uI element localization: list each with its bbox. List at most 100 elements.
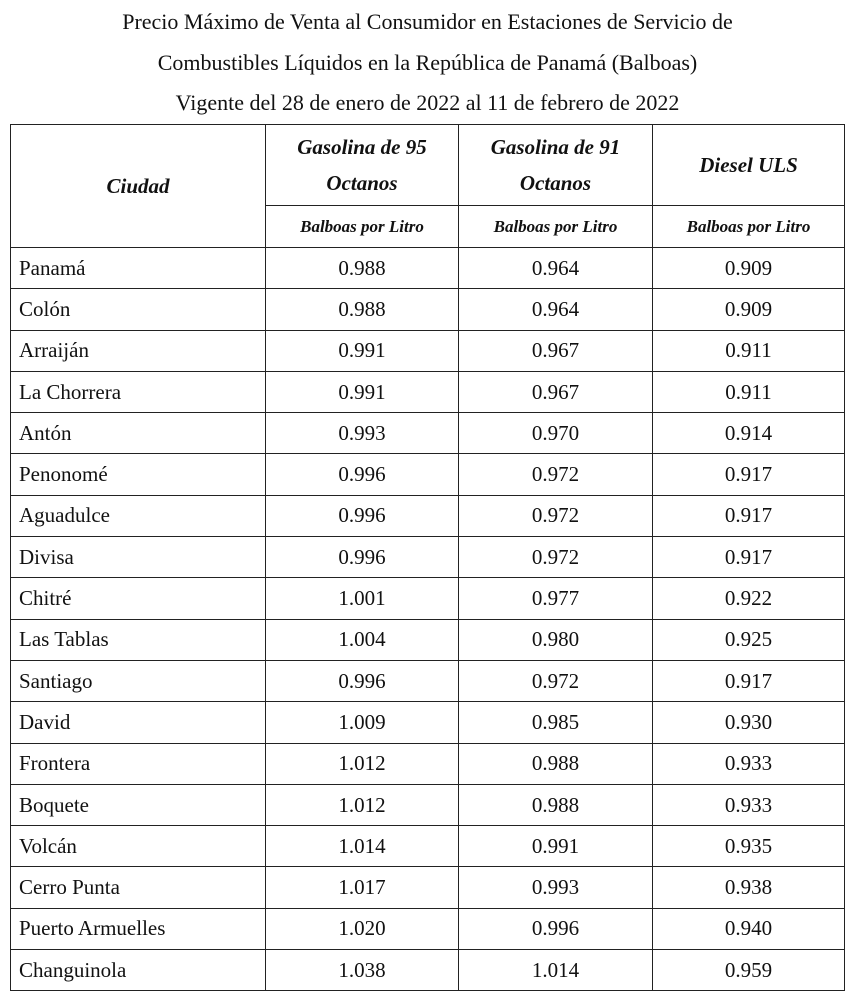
- price-cell: 0.996: [265, 453, 459, 496]
- unit-header: Balboas por Litro: [265, 205, 459, 248]
- price-cell: 0.964: [458, 246, 653, 290]
- price-cell: 1.038: [265, 949, 459, 992]
- price-cell: 1.009: [265, 701, 459, 744]
- data-row: Panamá 0.988 0.964 0.909: [10, 246, 845, 290]
- price-cell: 0.914: [652, 412, 845, 455]
- price-cell: 0.917: [652, 659, 845, 703]
- price-cell: 0.993: [458, 866, 653, 909]
- price-cell: 0.909: [652, 288, 845, 331]
- unit-row: Balboas por Litro Balboas por Litro Balboa…: [11, 205, 845, 248]
- price-cell: 1.014: [458, 949, 653, 992]
- data-row: Colón 0.988 0.964 0.909: [10, 288, 845, 331]
- price-cell: 0.988: [265, 288, 459, 331]
- price-cell: 0.972: [458, 536, 653, 579]
- city-cell: Panamá: [10, 246, 266, 290]
- price-cell: 0.972: [458, 453, 653, 496]
- price-cell: 0.988: [458, 783, 653, 827]
- data-row: Puerto Armuelles 1.020 0.996 0.940: [10, 907, 845, 951]
- price-cell: 0.917: [652, 536, 845, 579]
- price-cell: 0.996: [265, 536, 459, 579]
- price-cell: 0.930: [652, 701, 845, 744]
- city-cell: Divisa: [10, 536, 266, 579]
- price-cell: 0.911: [652, 329, 845, 372]
- table-body: Panamá 0.988 0.964 0.909 Colón 0.988 0.964 0.90…: [10, 246, 845, 992]
- city-cell: Chitré: [10, 577, 266, 620]
- data-row: Arraiján 0.991 0.967 0.911: [10, 329, 845, 372]
- column-header: Diesel ULS: [652, 124, 845, 206]
- city-cell: La Chorrera: [10, 370, 266, 414]
- price-cell: 0.933: [652, 783, 845, 827]
- price-cell: 0.980: [458, 618, 653, 661]
- data-row: Cerro Punta 1.017 0.993 0.938: [10, 866, 845, 909]
- data-row: Penonomé 0.996 0.972 0.917: [10, 453, 845, 496]
- price-cell: 0.925: [652, 618, 845, 661]
- city-cell: Puerto Armuelles: [10, 907, 266, 951]
- data-row: La Chorrera 0.991 0.967 0.911: [10, 370, 845, 414]
- column-header: Gasolina de 91 Octanos: [458, 124, 653, 206]
- city-cell: Santiago: [10, 659, 266, 703]
- city-cell: Penonomé: [10, 453, 266, 496]
- data-row: Divisa 0.996 0.972 0.917: [10, 536, 845, 579]
- price-cell: 0.909: [652, 246, 845, 290]
- price-cell: 0.988: [265, 246, 459, 290]
- data-row: Las Tablas 1.004 0.980 0.925: [10, 618, 845, 661]
- price-cell: 0.938: [652, 866, 845, 909]
- data-row: Aguadulce 0.996 0.972 0.917: [10, 494, 845, 538]
- data-row: Volcán 1.014 0.991 0.935: [10, 825, 845, 868]
- city-cell: Antón: [10, 412, 266, 455]
- city-cell: David: [10, 701, 266, 744]
- price-cell: 0.991: [265, 370, 459, 414]
- price-cell: 0.991: [265, 329, 459, 372]
- price-cell: 0.940: [652, 907, 845, 951]
- price-cell: 0.922: [652, 577, 845, 620]
- city-cell: Volcán: [10, 825, 266, 868]
- title-line: Precio Máximo de Venta al Consumidor en …: [122, 9, 733, 34]
- data-row: Changuinola 1.038 1.014 0.959: [10, 949, 845, 992]
- price-cell: 0.967: [458, 329, 653, 372]
- city-cell: Changuinola: [10, 949, 266, 992]
- data-row: Chitré 1.001 0.977 0.922: [10, 577, 845, 620]
- price-cell: 1.017: [265, 866, 459, 909]
- city-cell: Frontera: [10, 742, 266, 785]
- title-line: Combustibles Líquidos en la República de…: [157, 49, 698, 75]
- price-cell: 1.004: [265, 618, 459, 661]
- price-cell: 0.993: [265, 412, 459, 455]
- price-cell: 1.001: [265, 577, 459, 620]
- city-cell: Boquete: [10, 783, 266, 827]
- price-cell: 0.972: [458, 659, 653, 703]
- price-cell: 0.917: [652, 494, 845, 538]
- price-cell: 0.933: [652, 742, 845, 785]
- data-row: Frontera 1.012 0.988 0.933: [10, 742, 845, 785]
- price-cell: 0.967: [458, 370, 653, 414]
- price-cell: 1.012: [265, 742, 459, 785]
- city-cell: Colón: [10, 288, 266, 331]
- price-cell: 0.977: [458, 577, 653, 620]
- price-cell: 0.964: [458, 288, 653, 331]
- column-header: Gasolina de 95 Octanos: [265, 124, 459, 206]
- price-cell: 0.996: [265, 659, 459, 703]
- price-table: Ciudad Gasolina de 95 Octanos Gasolina de …: [10, 124, 845, 992]
- title: Precio Máximo de Venta al Consumidor en …: [0, 0, 855, 124]
- table-header: Ciudad Gasolina de 95 Octanos Gasolina de …: [10, 124, 845, 248]
- price-cell: 0.972: [458, 494, 653, 538]
- unit-header: Balboas por Litro: [458, 205, 653, 248]
- data-row: David 1.009 0.985 0.930: [10, 701, 845, 744]
- price-cell: 0.988: [458, 742, 653, 785]
- price-cell: 0.996: [265, 494, 459, 538]
- price-cell: 1.012: [265, 783, 459, 827]
- data-row: Santiago 0.996 0.972 0.917: [10, 659, 845, 703]
- price-cell: 0.991: [458, 825, 653, 868]
- price-cell: 0.911: [652, 370, 845, 414]
- city-cell: Aguadulce: [10, 494, 266, 538]
- price-cell: 0.970: [458, 412, 653, 455]
- price-cell: 0.917: [652, 453, 845, 496]
- city-cell: Arraiján: [10, 329, 266, 372]
- city-cell: Cerro Punta: [10, 866, 266, 909]
- price-cell: 1.014: [265, 825, 459, 868]
- city-cell: Las Tablas: [10, 618, 266, 661]
- unit-header: Balboas por Litro: [652, 205, 845, 248]
- price-cell: 0.996: [458, 907, 653, 951]
- data-row: Boquete 1.012 0.988 0.933: [10, 783, 845, 827]
- price-cell: 0.985: [458, 701, 653, 744]
